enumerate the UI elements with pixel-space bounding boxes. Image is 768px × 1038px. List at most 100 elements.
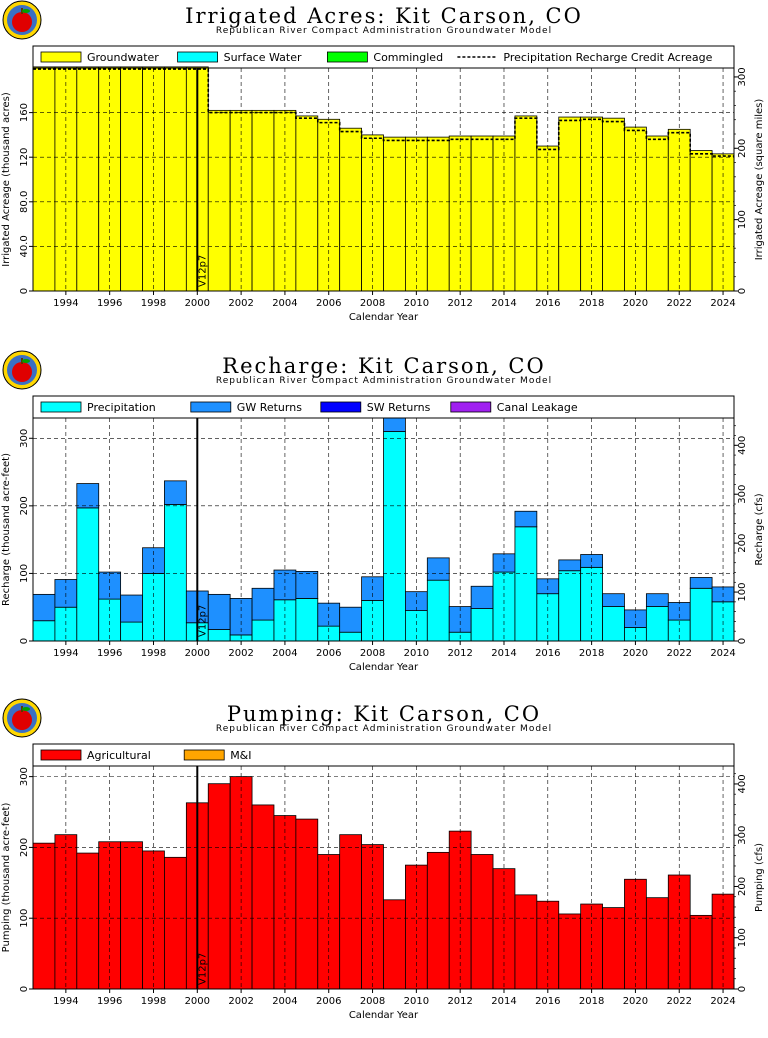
bar-gw-returns-2014 <box>492 553 516 573</box>
chart-title: Pumping: Kit Carson, CO <box>226 702 542 726</box>
bar-gw-returns-1997 <box>120 594 143 623</box>
legend-swatch <box>190 401 232 413</box>
legend-label: GW Returns <box>237 401 302 414</box>
x-tick-label: 2014 <box>491 298 516 309</box>
legend-swatch <box>320 401 362 413</box>
x-tick-label: 1998 <box>141 298 166 309</box>
legend-swatch <box>450 401 492 413</box>
x-tick-label: 2006 <box>316 996 341 1007</box>
irrigated-acres-panel: Irrigated Acres: Kit Carson, CO Republic… <box>0 0 768 340</box>
y-tick-label: 100 <box>19 564 30 583</box>
y-tick-label: 300 <box>19 429 30 448</box>
bar-agricultural-2019 <box>602 907 625 990</box>
legend-label: Groundwater <box>87 51 159 64</box>
y-tick-label: 160 <box>19 103 30 122</box>
y2-tick-label: 300 <box>737 485 748 504</box>
legend-swatch <box>326 51 368 63</box>
x-tick-label: 1994 <box>53 648 78 659</box>
bar-precipitation-2023 <box>689 587 713 642</box>
x-tick-label: 2006 <box>316 298 341 309</box>
y2-tick-label: 100 <box>737 583 748 602</box>
x-tick-label: 1996 <box>97 648 122 659</box>
bar-agricultural-2009 <box>383 899 406 990</box>
bar-groundwater-2007 <box>339 127 362 292</box>
bar-groundwater-1999 <box>164 66 187 292</box>
bar-groundwater-2011 <box>426 136 450 292</box>
y-axis-label: Pumping (thousand acre-feet) <box>1 803 12 953</box>
bar-groundwater-1993 <box>32 66 56 292</box>
y-tick-label: 300 <box>19 767 30 786</box>
x-tick-label: 1994 <box>53 298 78 309</box>
y2-tick-label: 100 <box>737 928 748 947</box>
plot-frame <box>32 765 735 990</box>
bar-agricultural-2021 <box>645 897 669 990</box>
x-tick-label: 2020 <box>623 996 648 1007</box>
chart-title: Recharge: Kit Carson, CO <box>222 354 546 378</box>
model-version-label: V12p7 <box>197 605 208 637</box>
y2-tick-label: 300 <box>737 826 748 845</box>
plot-frame <box>32 417 735 642</box>
y2-tick-label: 0 <box>737 288 748 294</box>
bar-groundwater-2005 <box>295 115 319 292</box>
bar-agricultural-2003 <box>251 804 275 990</box>
y2-axis-label: Pumping (cfs) <box>754 843 765 912</box>
pumping-panel: Pumping: Kit Carson, CO Republican River… <box>0 698 768 1038</box>
chart-title: Irrigated Acres: Kit Carson, CO <box>185 4 583 28</box>
x-tick-label: 2000 <box>185 996 210 1007</box>
y2-tick-label: 200 <box>737 139 748 158</box>
bar-groundwater-2017 <box>558 116 582 292</box>
y2-tick-label: 0 <box>737 638 748 644</box>
bar-groundwater-2013 <box>470 135 494 292</box>
x-tick-label: 2006 <box>316 648 341 659</box>
x-tick-label: 2000 <box>185 298 210 309</box>
bar-gw-returns-2001 <box>207 593 231 630</box>
bar-precipitation-2007 <box>339 631 362 642</box>
legend-label: SW Returns <box>367 401 431 414</box>
legend-label: Commingled <box>373 51 443 64</box>
chart-subtitle: Republican River Compact Administration … <box>215 376 553 386</box>
bar-precipitation-1997 <box>120 621 143 642</box>
x-tick-label: 2012 <box>447 298 472 309</box>
apple-logo-icon <box>2 0 42 40</box>
plot-frame <box>32 67 735 292</box>
chart-subtitle: Republican River Compact Administration … <box>215 724 553 734</box>
x-tick-label: 2010 <box>404 648 429 659</box>
x-tick-label: 2022 <box>667 648 692 659</box>
bar-precipitation-2005 <box>295 598 319 642</box>
bar-groundwater-2003 <box>251 109 275 292</box>
bar-gw-returns-2021 <box>645 593 669 607</box>
x-tick-label: 1996 <box>97 996 122 1007</box>
bar-groundwater-2019 <box>602 117 625 292</box>
bar-agricultural-2015 <box>514 894 538 990</box>
legend-swatch <box>177 51 219 63</box>
bar-agricultural-2023 <box>689 914 713 990</box>
apple-logo-icon <box>2 350 42 390</box>
y-tick-label: 100 <box>19 909 30 928</box>
y2-tick-label: 100 <box>737 210 748 229</box>
bar-groundwater-2021 <box>645 135 669 292</box>
bar-gw-returns-2003 <box>251 587 275 621</box>
legend-swatch <box>183 749 225 761</box>
bar-agricultural-1995 <box>76 852 100 990</box>
bar-precipitation-1993 <box>32 620 56 642</box>
apple-logo-icon <box>2 698 42 738</box>
bar-agricultural-1997 <box>120 841 143 990</box>
bar-gw-returns-2019 <box>602 593 625 607</box>
x-tick-label: 2012 <box>447 996 472 1007</box>
x-tick-label: 2016 <box>535 996 560 1007</box>
x-tick-label: 2008 <box>360 298 385 309</box>
bar-precipitation-1999 <box>164 504 187 642</box>
bar-gw-returns-2023 <box>689 577 713 589</box>
y2-axis-label: Irrigated Acreage (square miles) <box>754 99 765 261</box>
x-tick-label: 2008 <box>360 648 385 659</box>
bar-precipitation-1996 <box>98 598 122 642</box>
precip-recharge-credit-line <box>33 68 734 157</box>
x-tick-label: 2004 <box>272 298 297 309</box>
legend-swatch <box>40 51 82 63</box>
bar-precipitation-2015 <box>514 526 538 642</box>
x-tick-label: 2014 <box>491 648 516 659</box>
legend-label: Canal Leakage <box>497 401 578 414</box>
y-tick-label: 120 <box>19 148 30 167</box>
y-tick-label: 200 <box>19 496 30 515</box>
